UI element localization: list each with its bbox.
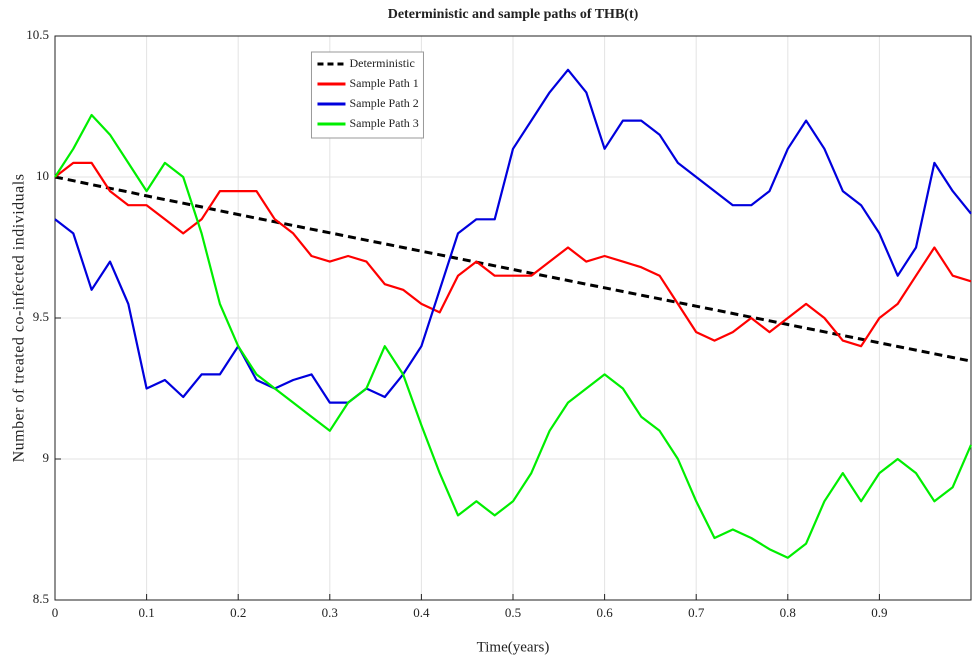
y-tick-label: 10	[36, 168, 49, 183]
legend-label: Sample Path 1	[349, 76, 418, 90]
x-tick-label: 0.1	[138, 605, 154, 620]
series-line	[54, 161, 972, 348]
x-tick-label: 0.4	[413, 605, 430, 620]
x-tick-label: 0.7	[688, 605, 705, 620]
x-tick-label: 0.5	[505, 605, 521, 620]
series-line	[54, 68, 972, 404]
y-tick-label: 8.5	[33, 591, 49, 606]
y-tick-label: 10.5	[26, 27, 49, 42]
x-axis-label: Time(years)	[477, 639, 550, 655]
chart-title: Deterministic and sample paths of THB(t)	[388, 7, 639, 22]
x-tick-label: 0.8	[780, 605, 796, 620]
x-tick-label: 0.3	[322, 605, 338, 620]
x-tick-label: 0.9	[871, 605, 887, 620]
legend-box	[310, 51, 424, 139]
x-tick-label: 0	[52, 605, 59, 620]
legend-label: Sample Path 2	[349, 96, 418, 110]
plot-frame	[54, 35, 972, 601]
y-tick-label: 9.5	[33, 309, 49, 324]
legend: Deterministic Sample Path 1 Sample Path 2 S…	[310, 51, 424, 139]
x-tick-label: 0.2	[230, 605, 246, 620]
y-tick-label: 9	[43, 450, 50, 465]
legend-label: Deterministic	[349, 56, 414, 70]
legend-label: Sample Path 3	[349, 116, 418, 130]
series-line	[54, 113, 972, 559]
y-axis-label: Number of treated co-infected individual…	[11, 174, 28, 463]
x-tick-label: 0.6	[596, 605, 613, 620]
